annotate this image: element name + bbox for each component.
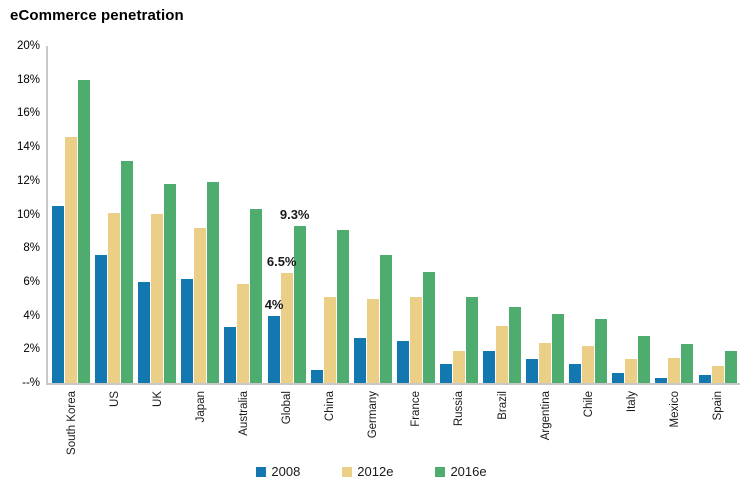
y-tick-label: 8% (23, 242, 40, 255)
chart-title: eCommerce penetration (10, 7, 184, 24)
bar-2016e-china (336, 230, 349, 383)
y-tick-label: 16% (16, 107, 40, 120)
bar-2012e-australia (237, 284, 250, 383)
bar-2008-uk (138, 282, 151, 383)
legend-item-2012e: 2012e (342, 464, 393, 479)
bar-2012e-italy (625, 359, 638, 383)
bar-2008-brazil (483, 351, 495, 383)
bar-2016e-japan (207, 182, 220, 383)
bar-2008-russia (439, 364, 452, 383)
y-tick-label: 6% (23, 275, 40, 288)
bar-2012e-france (409, 297, 422, 383)
bar-2016e-spain (724, 351, 737, 383)
bar-2016e-germany (379, 255, 392, 383)
bar-2012e-japan (194, 228, 207, 383)
bar-2012e-mexico (668, 358, 681, 383)
bar-2008-south-korea (52, 206, 64, 383)
bar-2008-spain (698, 375, 711, 383)
bar-2012e-us (108, 213, 121, 383)
bar-2008-mexico (655, 378, 668, 383)
bar-2016e-russia (465, 297, 478, 383)
bar-2008-germany (353, 338, 366, 383)
bar-2008-italy (612, 373, 625, 383)
bar-2016e-chile (595, 319, 608, 383)
y-tick-label: 14% (16, 141, 40, 154)
bar-2016e-italy (638, 336, 651, 383)
y-axis-line (46, 46, 48, 385)
data-label-2008: 4% (264, 296, 284, 312)
legend-label: 2012e (357, 464, 394, 479)
legend-label: 2016e (450, 464, 487, 479)
bar-2012e-spain (711, 366, 724, 383)
bar-2016e-global (293, 226, 306, 383)
bar-2012e-global (280, 273, 293, 383)
bar-2008-china (310, 370, 323, 383)
bar-2016e-us (121, 161, 134, 383)
bar-2016e-mexico (681, 344, 694, 383)
bar-2008-us (95, 255, 108, 383)
bar-2008-japan (181, 279, 194, 383)
bar-2012e-germany (366, 299, 379, 383)
chart-legend: 2008 2012e 2016e (0, 464, 743, 479)
y-tick-label: --% (22, 377, 40, 389)
bar-2012e-south-korea (65, 137, 77, 383)
bar-2012e-brazil (496, 326, 508, 383)
y-tick-label: 18% (16, 73, 40, 86)
bar-2016e-argentina (552, 314, 565, 383)
bar-2016e-brazil (509, 307, 521, 383)
bar-2008-global (267, 316, 280, 383)
legend-item-2016e: 2016e (435, 464, 487, 479)
legend-swatch-icon (435, 466, 446, 477)
bar-2012e-china (323, 297, 336, 383)
y-tick-label: 2% (23, 343, 40, 356)
y-tick-label: 20% (16, 40, 40, 52)
bar-2012e-argentina (539, 343, 552, 383)
x-axis-line (46, 383, 740, 385)
bar-2016e-australia (250, 209, 263, 383)
y-tick-label: 10% (16, 208, 40, 221)
y-tick-label: 12% (16, 174, 40, 187)
bar-2008-argentina (526, 359, 539, 383)
bar-2016e-france (422, 272, 435, 383)
y-tick-label: 4% (23, 309, 40, 322)
bar-2016e-south-korea (78, 80, 90, 383)
legend-item-2008: 2008 (256, 464, 300, 479)
bar-2016e-uk (164, 184, 177, 383)
bar-2008-chile (569, 364, 582, 383)
legend-swatch-icon (256, 466, 267, 477)
bar-2012e-russia (452, 351, 465, 383)
data-label-2012e: 6.5% (266, 254, 297, 270)
bar-2008-france (396, 341, 409, 383)
bar-2008-australia (224, 327, 237, 383)
bar-2012e-chile (582, 346, 595, 383)
legend-swatch-icon (342, 466, 353, 477)
bar-2012e-uk (151, 214, 164, 383)
legend-label: 2008 (271, 464, 301, 479)
data-label-2016e: 9.3% (279, 207, 310, 223)
